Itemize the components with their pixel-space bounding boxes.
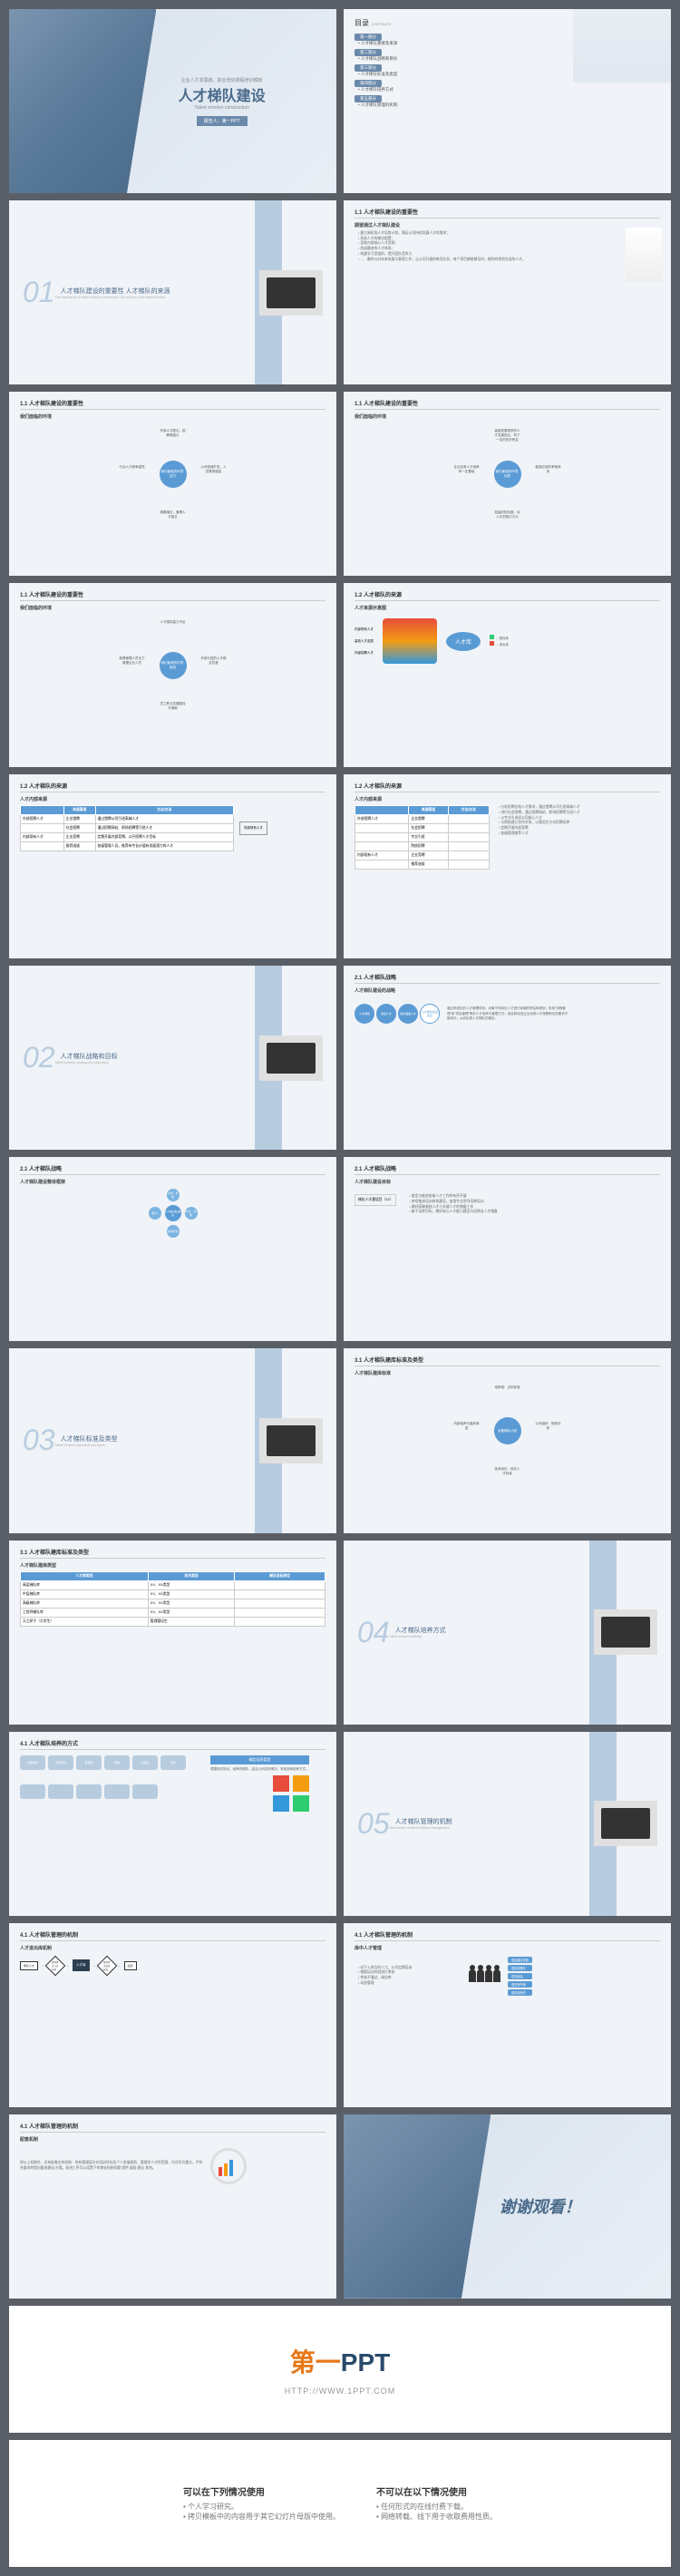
- slide-5-2-manage: 4.1 人才梯队管理的机制 库中人才管理 对于入库后的人力，公司定期培训根据培训…: [344, 1923, 671, 2107]
- people-icons: [469, 1969, 500, 1982]
- allowed-usage: 可以在下列情况使用 ▪ 个人学习研究。 ▪ 拷贝模板中的内容用于其它幻灯片母版中…: [183, 2484, 340, 2522]
- toc-item: 第五部分• 人才梯队管理的机制: [355, 95, 660, 108]
- footer-logo: 第一PPT HTTP://WWW.1PPT.COM: [9, 2306, 671, 2433]
- puzzle-icon: [273, 1775, 309, 1812]
- laptop-image: [594, 1801, 657, 1846]
- brand-logo: 第一PPT: [290, 2343, 390, 2379]
- magnify-chart-icon: [210, 2148, 247, 2184]
- org-diagram: 人才梯队建设框架 计划、评估 考评、训练 选培养训 能力: [151, 1191, 196, 1236]
- talent-pool: 人才库: [446, 632, 481, 651]
- training-boxes: 内部培训外部培训导师制轮岗项目制自学: [20, 1755, 203, 1812]
- slide-1-2-table2: 1.2 人才梯队的来源 人才内部来源 来源渠道方法/办法外部招聘人才企业猎聘社会…: [344, 774, 671, 958]
- slide-1-2-table1: 1.2 人才梯队的来源 人才内部来源 来源渠道方法/办法外部招聘人才企业猎聘通过…: [9, 774, 336, 958]
- arrow-flow: 人才规划 选拔人才 培养储备人才 人才梯队建设完全: [355, 1004, 440, 1024]
- laptop-image: [594, 1609, 657, 1655]
- slide-2-1-goals: 2.1 人才梯队战略 人才梯队建设目标 梯队人才建设目（12） 鉴定与推进各级人…: [344, 1157, 671, 1341]
- subtitle: Talent echelon construction: [194, 105, 249, 111]
- section-04: 04 人才梯队培养方式Talent echelon training: [344, 1541, 671, 1725]
- pretitle: 企业人才发展篇，职业培训课程培训模板: [181, 77, 263, 83]
- types-table: 人才库类别技术类别梯队目标岗位高层梯队库XX、XX类型中层梯队库XX、XX类型高…: [20, 1571, 325, 1627]
- slide-2-1-framework: 2.1 人才梯队战略 人才梯队建设整体框架 人才梯队建设框架 计划、评估 考评、…: [9, 1157, 336, 1341]
- laptop-image: [259, 1035, 323, 1081]
- people-illustration: [383, 618, 437, 664]
- stairs-graphic: [626, 228, 662, 282]
- slide-1-1-intro: 1.1 人才梯队建设的重要性 期望通过人才梯队建设 建立新阶段人才培育计划，满足…: [344, 200, 671, 384]
- slide-1-2-source: 1.2 人才梯队的来源 人才来源示意图 内部现有人才 高校人才选拔 外部招聘人才…: [344, 583, 671, 767]
- footer-usage: 可以在下列情况使用 ▪ 个人学习研究。 ▪ 拷贝模板中的内容用于其它幻灯片母版中…: [9, 2440, 671, 2567]
- building-graphic: [9, 9, 156, 193]
- laptop-image: [259, 270, 323, 316]
- slide-2-1-strategy: 2.1 人才梯队战略 人才梯队建设的战略 人才规划 选拔人才 培养储备人才 人才…: [344, 966, 671, 1150]
- slide-5-3-support: 4.1 人才梯队管理的机制 配套机制 除以上机制外，还有配套支持机制：所有管理层…: [9, 2114, 336, 2299]
- section-01: 01 人才梯队建设的重要性 人才梯队的来源The importance of t…: [9, 200, 336, 384]
- building-deco: [573, 9, 671, 83]
- thanks-slide: 谢谢观看！: [344, 2114, 671, 2299]
- slide-5-1-inout: 4.1 人才梯队管理的机制 人才进出库机制 梯队人才→ 是否符合入库标准→ 人才…: [9, 1923, 336, 2107]
- slide-4-1-training: 4.1 人才梯队培养的方式 内部培训外部培训导师制轮岗项目制自学 确定培养类型 …: [9, 1732, 336, 1916]
- slide-1-1-challenge: 1.1 人才梯队建设的重要性 我们面临的环境 我们面临的环境·挑战 人才梯队能力…: [9, 583, 336, 767]
- toc-slide: 目录 CONTENTS 第一部分• 人才梯队重要及来源第二部分• 人才梯队战略和…: [344, 9, 671, 193]
- slide-1-1-pressure: 1.1 人才梯队建设的重要性 我们面临的环境 我们面临的环境·压力 外部人才匮乏…: [9, 392, 336, 576]
- slide-1-1-advantage: 1.1 人才梯队建设的重要性 我们面临的环境 我们面临的环境·优势 高速发展带来…: [344, 392, 671, 576]
- source-table: 来源渠道方法/办法外部招聘人才企业猎聘通过猎聘公司引进高端人才社会招聘通过招聘网…: [20, 805, 234, 851]
- cover-slide: 企业人才发展篇，职业培训课程培训模板 人才梯队建设 Talent echelon…: [9, 9, 336, 193]
- main-title: 人才梯队建设: [179, 83, 266, 105]
- slide-3-1-types: 3.1 人才梯队建库标准及类型 人才梯队建库类型 人才库类别技术类别梯队目标岗位…: [9, 1541, 336, 1725]
- source-table-2: 来源渠道方法/办法外部招聘人才企业猎聘社会招聘专业引进院校招聘内部现有人才企业竞…: [355, 805, 490, 870]
- flowchart: 梯队人才→ 是否符合入库标准→ 人才库→ 是否符合出库标准→ 出库: [20, 1959, 325, 1973]
- section-02: 02 人才梯队战略和目标Talent echelon strategy and …: [9, 966, 336, 1150]
- slide-3-1-standard: 3.1 人才梯队建库标准及类型 人才梯队建库标准 后备梯队计划 培养谁：点的标准…: [344, 1348, 671, 1532]
- section-05: 05 人才梯队管理的机制Mechanism of talent echelon …: [344, 1732, 671, 1916]
- 禁止-usage: 不可以在以下情况使用 ▪ 任何形式的在线付费下载。 ▪ 网络转载、线下用于收取费…: [376, 2484, 497, 2522]
- laptop-image: [259, 1418, 323, 1463]
- section-03: 03 人才梯队标准及类型Talent echelon standards and…: [9, 1348, 336, 1532]
- reporter-badge: 报告人：第一PPT: [197, 116, 248, 126]
- cycle-diagram: 我们面临的环境·压力 外部人才匮乏，招聘难度大 公司快速扩张，人员需求增加 规模…: [128, 429, 219, 520]
